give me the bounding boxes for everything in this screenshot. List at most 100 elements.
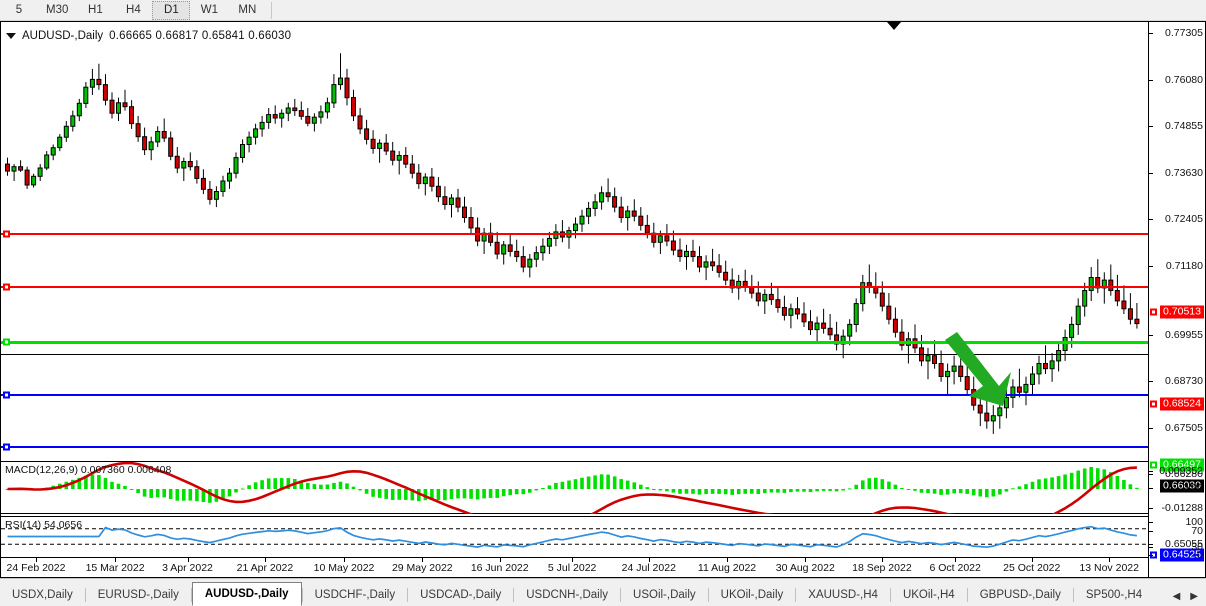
- date-axis-label: 24 Jul 2022: [621, 562, 676, 574]
- price-axis-tick: [1149, 544, 1153, 545]
- macd-axis-label: 0.009352: [1159, 465, 1203, 477]
- symbol-tab-usdcnh--daily[interactable]: USDCNH-,Daily: [526, 589, 609, 601]
- rsi-axis-tick: [1149, 522, 1153, 523]
- rsi-axis-label: 30: [1191, 541, 1203, 553]
- symbol-tab-usdx-daily[interactable]: USDX,Daily: [12, 589, 73, 601]
- date-axis-tick: [422, 558, 424, 562]
- macd-axis-tick: [1149, 471, 1153, 472]
- symbol-tab-audusd--daily[interactable]: AUDUSD-,Daily: [191, 582, 302, 606]
- candlestick-series: [5, 53, 1140, 434]
- timeframe-button-m30[interactable]: M30: [46, 4, 69, 16]
- price-axis-label: 0.77305: [1165, 27, 1203, 39]
- level-line-0.68524[interactable]: [1, 286, 1148, 288]
- rsi-axis-tick: [1149, 531, 1153, 532]
- symbol-tab-usdcad--daily[interactable]: USDCAD-,Daily: [420, 589, 502, 601]
- level-line-0.62524[interactable]: [1, 446, 1148, 448]
- price-pane[interactable]: [1, 22, 1148, 460]
- symbol-tab-xauusd--h4[interactable]: XAUUSD-,H4: [808, 589, 878, 601]
- timeframe-button-d1[interactable]: D1: [152, 0, 191, 20]
- chart-plot-area[interactable]: AUDUSD-,Daily 0.66665 0.66817 0.65841 0.…: [1, 22, 1148, 577]
- timeframe-button-5[interactable]: 5: [15, 4, 23, 16]
- level-handle-0.64525[interactable]: [3, 391, 10, 399]
- date-axis-tick: [648, 558, 650, 562]
- date-axis-label: 25 Oct 2022: [1003, 562, 1061, 574]
- price-axis-label: 0.76080: [1165, 74, 1203, 86]
- symbol-tab-bar: USDX,Daily EURUSD-,Daily AUDUSD-,Daily USDC…: [0, 578, 1206, 606]
- price-axis[interactable]: 0.77305 0.76080 0.74855 0.73630 0.72405 0.711…: [1148, 22, 1205, 596]
- date-axis-tick: [881, 558, 883, 562]
- tab-divider: [707, 588, 709, 602]
- chart-frame[interactable]: AUDUSD-,Daily 0.66665 0.66817 0.65841 0.…: [0, 21, 1206, 596]
- date-axis: 24 Feb 2022 15 Mar 2022 3 Apr 2022 21 Apr 2…: [1, 557, 1148, 577]
- timeframe-button-w1[interactable]: W1: [200, 4, 218, 16]
- level-handle-0.70513[interactable]: [3, 230, 10, 238]
- price-axis-tick: [1149, 126, 1153, 127]
- tab-scroll-prev-icon[interactable]: ◀: [1172, 591, 1181, 602]
- price-level-badge-0.70513[interactable]: 0.70513: [1160, 305, 1204, 319]
- macd-pane[interactable]: MACD(12,26,9) 0.007360 0.006408: [1, 461, 1148, 514]
- chevron-down-icon[interactable]: [6, 33, 16, 39]
- price-level-badge-0.66497[interactable]: 0.66497: [1160, 458, 1204, 472]
- down-trend-arrow[interactable]: [931, 320, 1041, 415]
- date-axis-label: 24 Feb 2022: [6, 562, 66, 574]
- price-level-badge-0.66030[interactable]: 0.66030: [1160, 479, 1204, 493]
- symbol-tab-eurusd--daily[interactable]: EURUSD-,Daily: [97, 589, 179, 601]
- date-axis-label: 15 Mar 2022: [85, 562, 145, 574]
- symbol-tab-gbpusd--daily[interactable]: GBPUSD-,Daily: [979, 589, 1061, 601]
- toolbar-divider: [271, 1, 273, 19]
- tab-scroll-next-icon[interactable]: ▶: [1190, 591, 1198, 602]
- rsi-pane[interactable]: RSI(14) 54.0656: [1, 516, 1148, 556]
- macd-label: MACD(12,26,9) 0.007360 0.006408: [5, 464, 172, 476]
- tab-divider: [795, 588, 797, 602]
- price-level-handle-red[interactable]: [1150, 400, 1157, 408]
- macd-axis-tick: [1149, 488, 1153, 489]
- price-level-handle-red[interactable]: [1150, 308, 1157, 316]
- symbol-tab-usdchf--daily[interactable]: USDCHF-,Daily: [314, 589, 396, 601]
- macd-axis-label: 0.00: [1182, 482, 1203, 494]
- price-level-handle-green[interactable]: [1150, 461, 1157, 469]
- price-axis-label: 0.69955: [1165, 329, 1203, 341]
- level-line-0.70513[interactable]: [1, 233, 1148, 235]
- price-level-badge-0.64525[interactable]: 0.64525: [1160, 548, 1204, 562]
- rsi-axis-label: 0: [1197, 549, 1203, 561]
- symbol-ohlc-values: 0.66665 0.66817 0.65841 0.66030: [109, 30, 292, 42]
- price-axis-tick: [1149, 80, 1153, 81]
- chart-top-marker[interactable]: [887, 22, 901, 30]
- level-line-0.66497[interactable]: [1, 341, 1148, 344]
- rsi-axis-tick: [1149, 547, 1153, 548]
- level-handle-0.68524[interactable]: [3, 283, 10, 291]
- timeframe-toolbar: 5 M30 H1 H4 D1 W1 MN: [0, 0, 1206, 21]
- date-axis-tick: [499, 558, 501, 562]
- level-handle-0.62524[interactable]: [3, 443, 10, 451]
- level-line-0.64525[interactable]: [1, 394, 1148, 396]
- date-axis-tick: [344, 558, 346, 562]
- tab-divider: [190, 588, 192, 602]
- symbol-tab-usoil--daily[interactable]: USOil-,Daily: [633, 589, 696, 601]
- price-axis-tick: [1149, 33, 1153, 34]
- date-axis-tick: [187, 558, 189, 562]
- date-axis-label: 16 Jun 2022: [470, 562, 529, 574]
- level-line-0.66030[interactable]: [1, 354, 1148, 355]
- level-handle-0.66497[interactable]: [3, 338, 10, 346]
- timeframe-button-mn[interactable]: MN: [238, 4, 257, 16]
- date-axis-tick: [264, 558, 266, 562]
- date-axis-tick: [572, 558, 574, 562]
- tab-divider: [889, 588, 891, 602]
- date-axis-label: 18 Sep 2022: [852, 562, 912, 574]
- symbol-tab-ukoil--daily[interactable]: UKOil-,Daily: [720, 589, 784, 601]
- timeframe-button-h1[interactable]: H1: [88, 4, 103, 16]
- macd-series: [5, 462, 1139, 514]
- tab-divider: [620, 588, 622, 602]
- price-axis-tick: [1149, 335, 1153, 336]
- symbol-tab-sp500--h4[interactable]: SP500-,H4: [1085, 589, 1143, 601]
- price-axis-tick: [1149, 474, 1153, 475]
- symbol-tab-ukoil--h4[interactable]: UKOil-,H4: [902, 589, 955, 601]
- date-axis-tick: [35, 558, 37, 562]
- tab-scroll-controls: ◀ ▶: [1173, 591, 1206, 606]
- macd-axis-label: -0.01288: [1161, 502, 1203, 514]
- date-axis-label: 3 Apr 2022: [162, 562, 213, 574]
- price-level-badge-0.68524[interactable]: 0.68524: [1160, 397, 1204, 411]
- timeframe-button-h4[interactable]: H4: [126, 4, 141, 16]
- price-axis-tick: [1149, 173, 1153, 174]
